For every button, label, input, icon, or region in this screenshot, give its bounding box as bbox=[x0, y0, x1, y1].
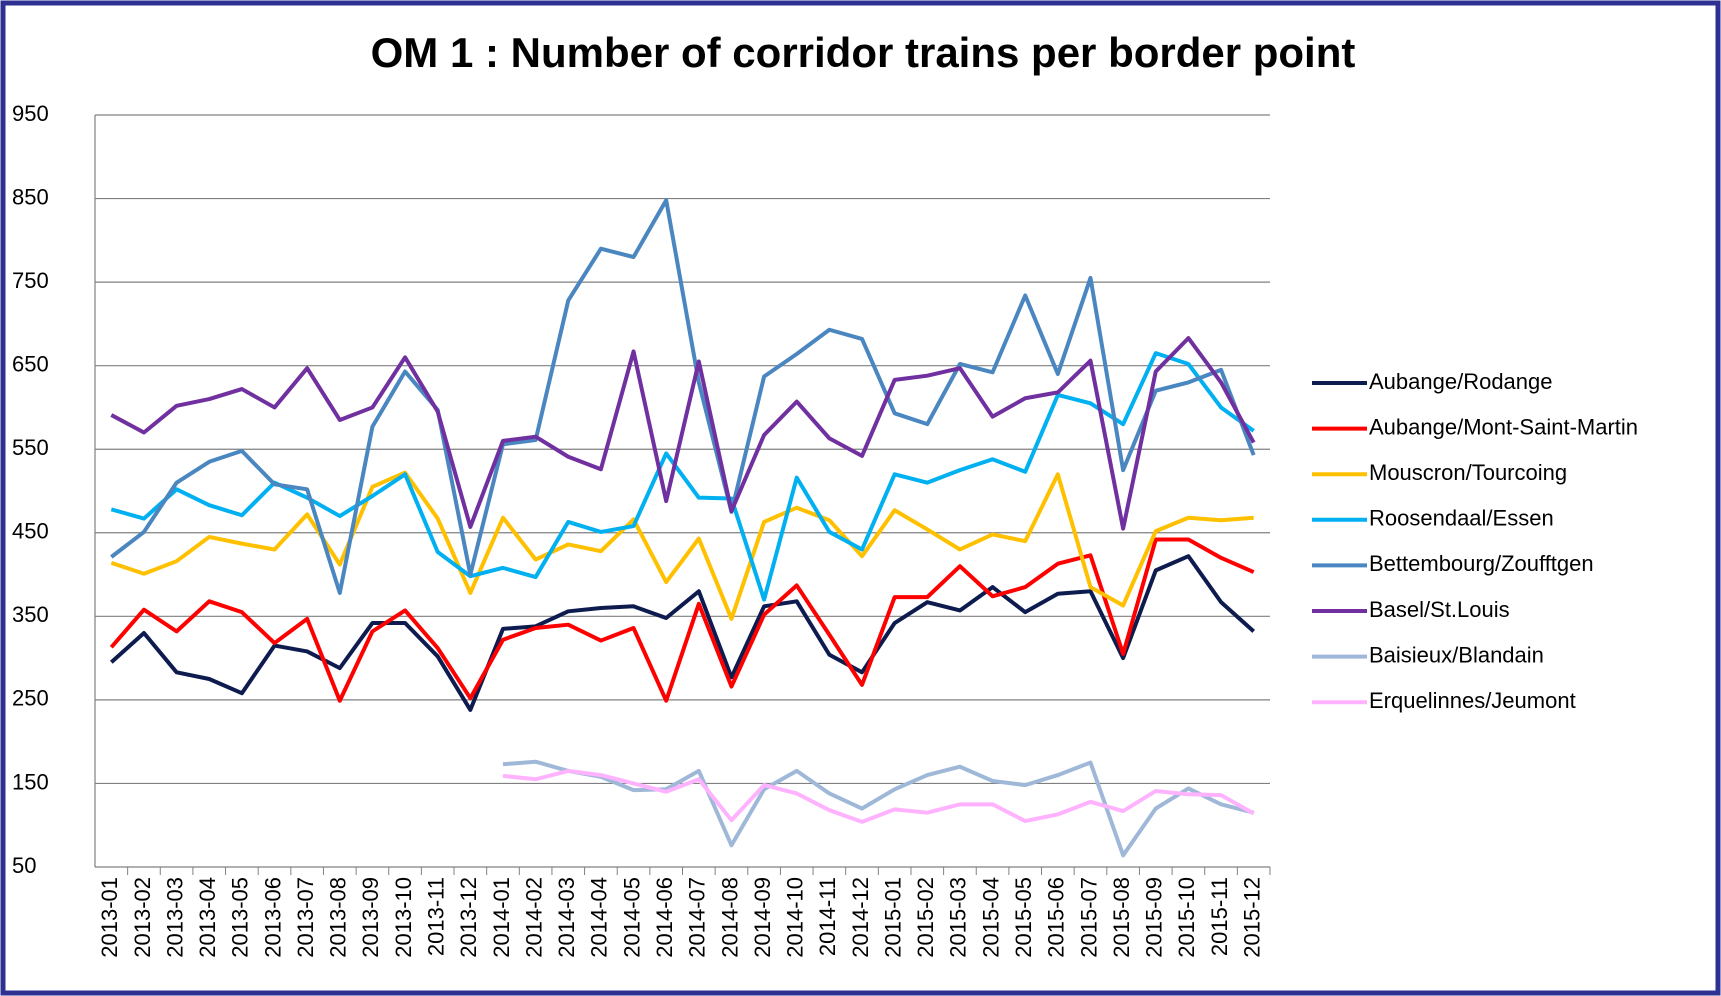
y-tick-label: 50 bbox=[12, 853, 36, 878]
x-tick-label: 2013-04 bbox=[195, 877, 220, 958]
x-tick-label: 2014-03 bbox=[554, 877, 579, 958]
x-tick-label: 2014-04 bbox=[587, 877, 612, 958]
x-tick-label: 2015-01 bbox=[880, 877, 905, 958]
x-tick-label: 2014-07 bbox=[685, 877, 710, 958]
y-tick-label: 550 bbox=[12, 435, 49, 460]
x-tick-label: 2013-10 bbox=[391, 877, 416, 958]
x-tick-label: 2014-12 bbox=[848, 877, 873, 958]
series-line bbox=[109, 537, 1255, 703]
x-tick-label: 2014-06 bbox=[652, 877, 677, 958]
x-tick-label: 2015-02 bbox=[913, 877, 938, 958]
legend-label: Roosendaal/Essen bbox=[1369, 506, 1554, 531]
x-tick-label: 2015-07 bbox=[1076, 877, 1101, 958]
y-tick-label: 750 bbox=[12, 268, 49, 293]
x-tick-label: 2013-11 bbox=[424, 877, 449, 956]
x-tick-label: 2015-06 bbox=[1044, 877, 1069, 958]
x-tick-label: 2013-02 bbox=[130, 877, 155, 958]
x-tick-label: 2015-03 bbox=[946, 877, 971, 958]
x-tick-label: 2014-08 bbox=[717, 877, 742, 958]
x-tick-label: 2015-08 bbox=[1109, 877, 1134, 958]
series-line bbox=[110, 198, 1256, 595]
x-tick-label: 2015-04 bbox=[978, 877, 1003, 958]
y-tick-label: 150 bbox=[12, 769, 49, 794]
x-tick-label: 2014-02 bbox=[521, 877, 546, 958]
series-line bbox=[109, 554, 1256, 712]
legend-label: Aubange/Rodange bbox=[1369, 369, 1553, 394]
series-line bbox=[110, 336, 1256, 531]
x-tick-label: 2013-05 bbox=[228, 877, 253, 958]
chart-title: OM 1 : Number of corridor trains per bor… bbox=[371, 29, 1356, 76]
series-line bbox=[502, 759, 1255, 858]
x-tick-label: 2013-03 bbox=[162, 877, 187, 958]
x-tick-label: 2015-10 bbox=[1174, 877, 1199, 958]
y-tick-label: 650 bbox=[12, 351, 49, 376]
series-line bbox=[110, 351, 1255, 602]
x-tick-label: 2013-09 bbox=[358, 877, 383, 958]
x-tick-label: 2014-01 bbox=[489, 877, 514, 958]
x-tick-label: 2014-11 bbox=[815, 877, 840, 956]
legend-label: Bettembourg/Zoufftgen bbox=[1369, 551, 1594, 576]
x-tick-label: 2013-01 bbox=[97, 877, 122, 958]
x-tick-label: 2014-05 bbox=[619, 877, 644, 958]
y-tick-label: 350 bbox=[12, 602, 49, 627]
y-tick-label: 850 bbox=[12, 184, 49, 209]
x-tick-label: 2014-10 bbox=[783, 877, 808, 958]
x-tick-label: 2013-08 bbox=[326, 877, 351, 958]
x-tick-label: 2014-09 bbox=[750, 877, 775, 958]
x-tick-label: 2013-07 bbox=[293, 877, 318, 958]
x-tick-label: 2015-05 bbox=[1011, 877, 1036, 958]
legend-label: Mouscron/Tourcoing bbox=[1369, 460, 1567, 485]
series-line bbox=[502, 768, 1255, 824]
x-tick-label: 2015-09 bbox=[1142, 877, 1167, 958]
y-tick-label: 450 bbox=[12, 519, 49, 544]
series-line bbox=[110, 470, 1254, 621]
x-tick-label: 2013-06 bbox=[260, 877, 285, 958]
legend-label: Basel/St.Louis bbox=[1369, 597, 1510, 622]
x-tick-label: 2015-11 bbox=[1207, 877, 1232, 956]
x-tick-label: 2013-12 bbox=[456, 877, 481, 958]
legend-label: Erquelinnes/Jeumont bbox=[1369, 688, 1576, 713]
y-tick-label: 250 bbox=[12, 686, 49, 711]
legend-label: Baisieux/Blandain bbox=[1369, 642, 1544, 667]
legend-label: Aubange/Mont-Saint-Martin bbox=[1369, 414, 1638, 439]
x-tick-label: 2015-12 bbox=[1239, 877, 1264, 958]
y-tick-label: 950 bbox=[12, 101, 49, 126]
